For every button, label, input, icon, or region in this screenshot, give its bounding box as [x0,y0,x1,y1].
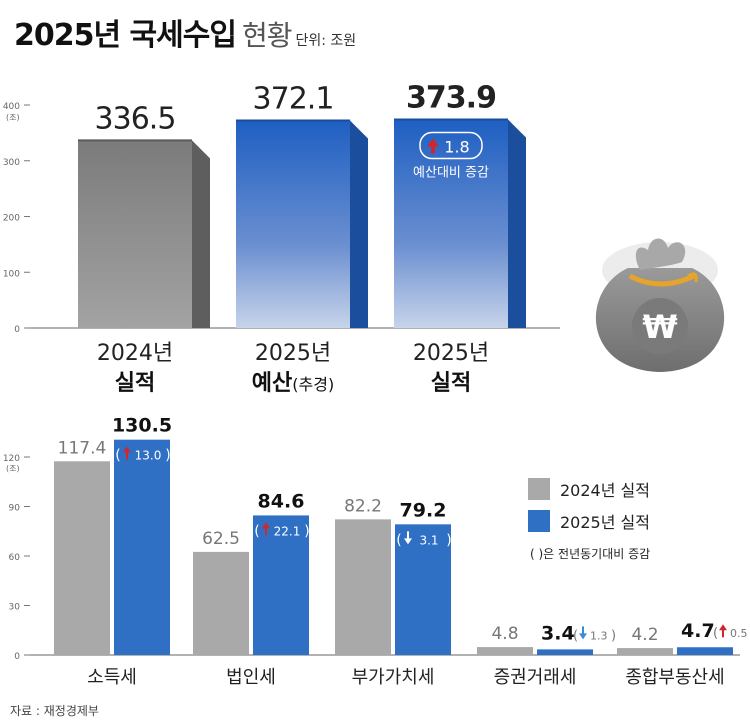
bar-2024 [193,551,249,655]
value-label-2025: 3.4 [541,622,575,644]
change-note: 예산대비 증감 [413,166,489,181]
bar-2024 [335,519,391,655]
change-value: 1.8 [444,138,469,157]
bar-2025 [537,649,593,655]
paren-close: ) [165,448,170,464]
legend-label: 2024년 실적 [560,481,650,500]
page-title: 2025년 국세수입 현황 단위: 조원 [14,10,356,54]
unit-label: 단위: 조원 [295,33,357,49]
bar-2024 [54,461,110,655]
category-label: 실적 [115,371,155,396]
bar-2025 [253,515,309,655]
value-label-2024: 117.4 [58,438,107,458]
category-kind: 예산 [252,371,292,396]
value-label-2025: 130.5 [112,415,172,437]
change-value: 0.5 [730,627,748,640]
down-arrow-icon [579,626,587,640]
value-label-2024: 62.5 [202,529,240,549]
bar-2025 [677,647,733,655]
category-label: 소득세 [87,667,137,688]
paren-close: ) [446,532,451,548]
category-suffix: (추경) [292,375,334,394]
up-arrow-icon [719,624,727,638]
value-label-2024: 4.2 [631,625,658,645]
category-year: 2025년 [413,341,489,366]
title-sub: 현황 [241,19,293,52]
change-value: 13.0 [135,449,162,463]
value-label-2025: 79.2 [400,499,447,521]
y-unit-label: (조) [6,464,20,473]
won-symbol: ₩ [642,308,677,346]
legend-label: 2025년 실적 [560,513,650,532]
category-year: 2025년 [255,341,331,366]
bar-2024 [617,648,673,655]
legend-swatch [528,478,550,500]
money-bag-icon: ₩ [595,238,725,372]
y-tick-label: 100 [3,269,20,279]
value-label-2025: 4.7 [681,620,715,642]
up-arrow-icon [427,138,439,154]
paren-open: ( [396,532,401,548]
paren-open: ( [573,628,578,643]
category-year: 2024년 [97,341,173,366]
bar-side [508,119,526,328]
y-tick-label: 0 [14,325,20,335]
source-note: 자료 : 재정경제부 [10,704,99,718]
value-label-2024: 4.8 [491,624,518,644]
y-tick-label: 200 [3,214,20,224]
legend: 2024년 실적 2025년 실적 ( )은 전년동기대비 증감 [528,478,650,561]
category-label: 실적 [431,371,471,396]
paren-close: ) [304,523,309,539]
up-arrow-icon [123,446,131,460]
value-label-2024: 82.2 [344,496,382,516]
change-value: 22.1 [274,524,301,538]
category-kind: 실적 [431,371,471,396]
category-label: 증권거래세 [494,667,577,688]
category-label: 예산(추경) [252,371,334,396]
paren-open: ( [713,626,718,641]
y-unit-label: (조) [6,113,20,122]
bar [236,120,350,328]
bar-value-label: 373.9 [406,81,496,116]
y-tick-label: 60 [9,553,21,563]
legend-swatch [528,510,550,532]
bar-2024 [477,647,533,655]
bar-value-label: 372.1 [253,82,334,117]
y-tick-label: 120 [3,454,20,464]
bar [394,119,508,328]
y-tick-label: 90 [9,504,21,514]
y-tick-label: 300 [3,158,20,168]
paren-open: ( [115,448,120,464]
bar-value-label: 336.5 [95,101,176,136]
legend-note: ( )은 전년동기대비 증감 [530,547,650,561]
bar-side [192,140,210,328]
value-label-2025: 84.6 [258,490,305,512]
change-value: 1.3 [590,629,608,642]
up-arrow-icon [262,522,270,536]
paren-open: ( [254,523,259,539]
paren-close: ) [611,628,616,643]
category-label: 부가가치세 [352,667,435,688]
change-value: 3.1 [419,533,438,547]
y-tick-label: 400 [3,102,20,112]
change-badge [419,131,483,160]
bar [78,140,192,328]
y-tick-label: 30 [9,603,21,613]
category-kind: 실적 [115,371,155,396]
bar-2025 [114,439,170,655]
y-tick-label: 0 [14,652,20,662]
category-label: 종합부동산세 [625,667,724,688]
bar-2025 [395,524,451,655]
category-label: 법인세 [226,667,276,688]
bar-side [350,120,368,328]
title-main: 2025년 국세수입 [14,18,237,53]
down-arrow-icon [404,531,412,545]
